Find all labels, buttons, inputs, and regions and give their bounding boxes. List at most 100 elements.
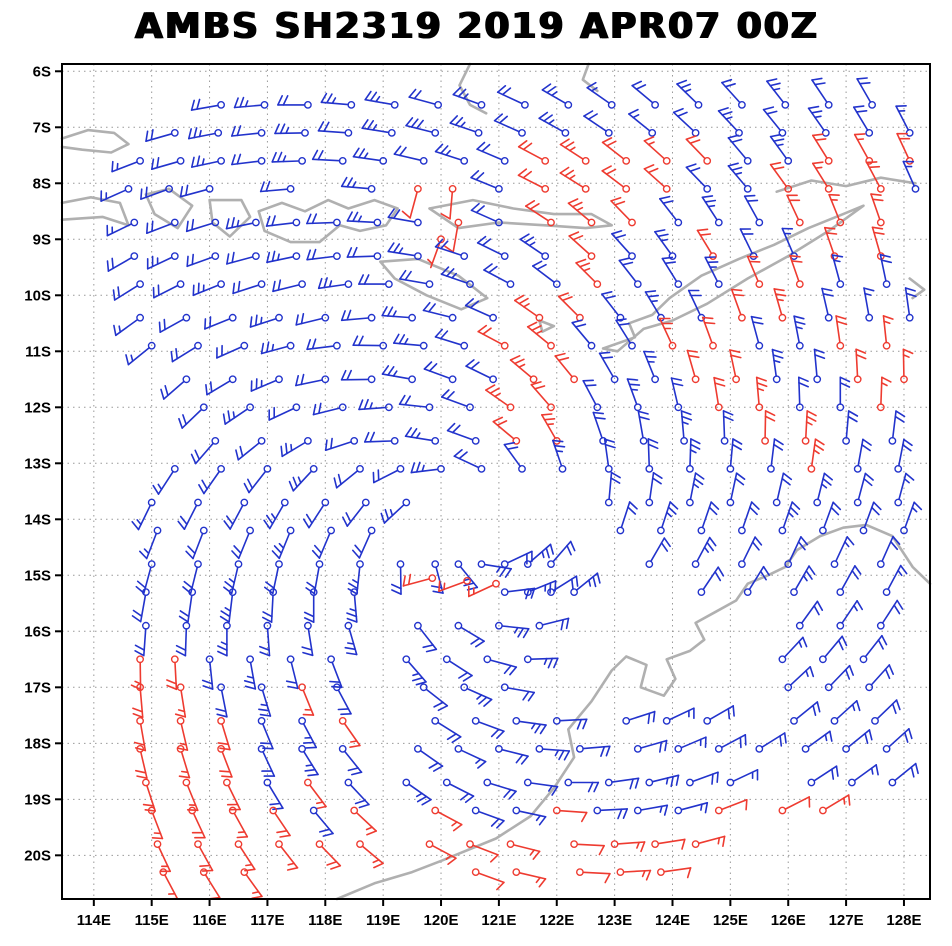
wind-barb xyxy=(819,501,842,535)
lon-tick-label: 120E xyxy=(424,912,459,929)
wind-barb xyxy=(285,655,299,690)
wind-barb xyxy=(730,288,746,322)
wind-barb xyxy=(470,202,503,227)
wind-barb xyxy=(793,315,806,350)
wind-barb xyxy=(513,294,544,322)
wind-barb xyxy=(888,762,919,787)
wind-barb xyxy=(454,621,485,648)
wind-barb xyxy=(645,471,663,507)
wind-barb xyxy=(583,110,613,137)
wind-barb xyxy=(895,105,914,137)
wind-barb xyxy=(552,717,588,730)
wind-barb xyxy=(492,416,521,445)
lat-tick-label: 9S xyxy=(33,231,51,248)
wind-barb xyxy=(517,168,550,193)
wind-barb xyxy=(185,526,208,560)
wind-barb xyxy=(526,321,555,350)
wind-barb xyxy=(263,498,289,530)
wind-barb xyxy=(440,389,474,412)
wind-barb xyxy=(485,384,515,412)
wind-barb xyxy=(423,361,457,384)
wind-barb xyxy=(298,683,315,716)
wind-barb xyxy=(427,235,445,269)
wind-barb xyxy=(523,543,555,568)
wind-barb xyxy=(575,258,602,288)
wind-barb xyxy=(778,636,808,664)
wind-barb xyxy=(701,316,717,350)
wind-barb xyxy=(260,341,295,355)
wind-barb xyxy=(568,231,596,261)
wind-barb xyxy=(231,125,266,137)
wind-barb xyxy=(894,472,915,507)
wind-barb xyxy=(442,778,475,804)
wind-barb xyxy=(523,580,557,596)
wind-barb xyxy=(390,560,405,595)
wind-barb xyxy=(361,119,396,137)
lon-tick-label: 114E xyxy=(77,912,111,929)
wind-barb xyxy=(721,78,746,109)
wind-barb xyxy=(258,621,272,657)
wind-barb xyxy=(419,683,449,712)
wind-barb xyxy=(223,560,243,595)
wind-barb xyxy=(727,162,752,193)
wind-barb xyxy=(766,78,790,109)
wind-barb xyxy=(778,501,801,535)
wind-barb xyxy=(703,705,735,725)
wind-barb xyxy=(470,170,503,193)
wind-barb xyxy=(135,745,148,779)
coastline xyxy=(379,257,489,311)
lat-tick-label: 14S xyxy=(24,511,51,528)
wind-barb xyxy=(645,438,659,473)
wind-barb xyxy=(352,147,388,165)
wind-barb xyxy=(616,868,652,881)
wind-barb xyxy=(769,133,793,165)
wind-barb xyxy=(658,317,677,350)
wind-barb xyxy=(670,377,684,412)
wind-barb xyxy=(204,313,237,330)
wind-barb xyxy=(405,117,440,137)
coastline xyxy=(60,128,130,154)
axis-ticks xyxy=(55,70,905,906)
coastline xyxy=(775,176,917,193)
wind-barb xyxy=(182,778,199,812)
wind-barb xyxy=(894,438,913,473)
wind-barb xyxy=(697,501,720,535)
lon-tick-label: 124E xyxy=(655,912,690,929)
wind-barb xyxy=(771,348,784,384)
wind-barb xyxy=(402,778,432,806)
wind-barb xyxy=(188,127,223,140)
wind-barb xyxy=(610,196,636,227)
lon-tick-label: 118E xyxy=(308,912,342,929)
wind-barb xyxy=(358,398,393,412)
wind-barb xyxy=(633,804,669,816)
wind-barb xyxy=(628,108,657,137)
wind-barb xyxy=(603,438,616,473)
wind-barb xyxy=(398,394,434,412)
wind-barb xyxy=(259,180,295,193)
wind-barb xyxy=(344,621,358,656)
wind-barb xyxy=(257,745,276,777)
wind-barb xyxy=(311,149,347,165)
wind-barb xyxy=(257,717,274,750)
wind-barb xyxy=(113,313,145,337)
wind-barb xyxy=(194,840,214,872)
wind-barb xyxy=(431,717,462,744)
wind-barb xyxy=(452,86,486,109)
wind-barb xyxy=(500,683,536,702)
wind-barb xyxy=(836,376,851,412)
wind-barb xyxy=(761,410,776,445)
wind-barb xyxy=(865,161,885,193)
wind-barb xyxy=(177,498,202,531)
wind-barb xyxy=(454,745,487,769)
wind-barb xyxy=(767,438,784,473)
wind-barb xyxy=(222,778,241,811)
wind-barb xyxy=(727,134,752,165)
wind-barb xyxy=(859,501,882,535)
wind-barb xyxy=(807,438,825,473)
wind-barb xyxy=(402,573,437,587)
wind-barb xyxy=(464,298,497,322)
wind-barb xyxy=(552,806,588,823)
wind-barb xyxy=(853,133,874,165)
wind-barb xyxy=(900,501,923,535)
wind-barb xyxy=(557,292,584,322)
